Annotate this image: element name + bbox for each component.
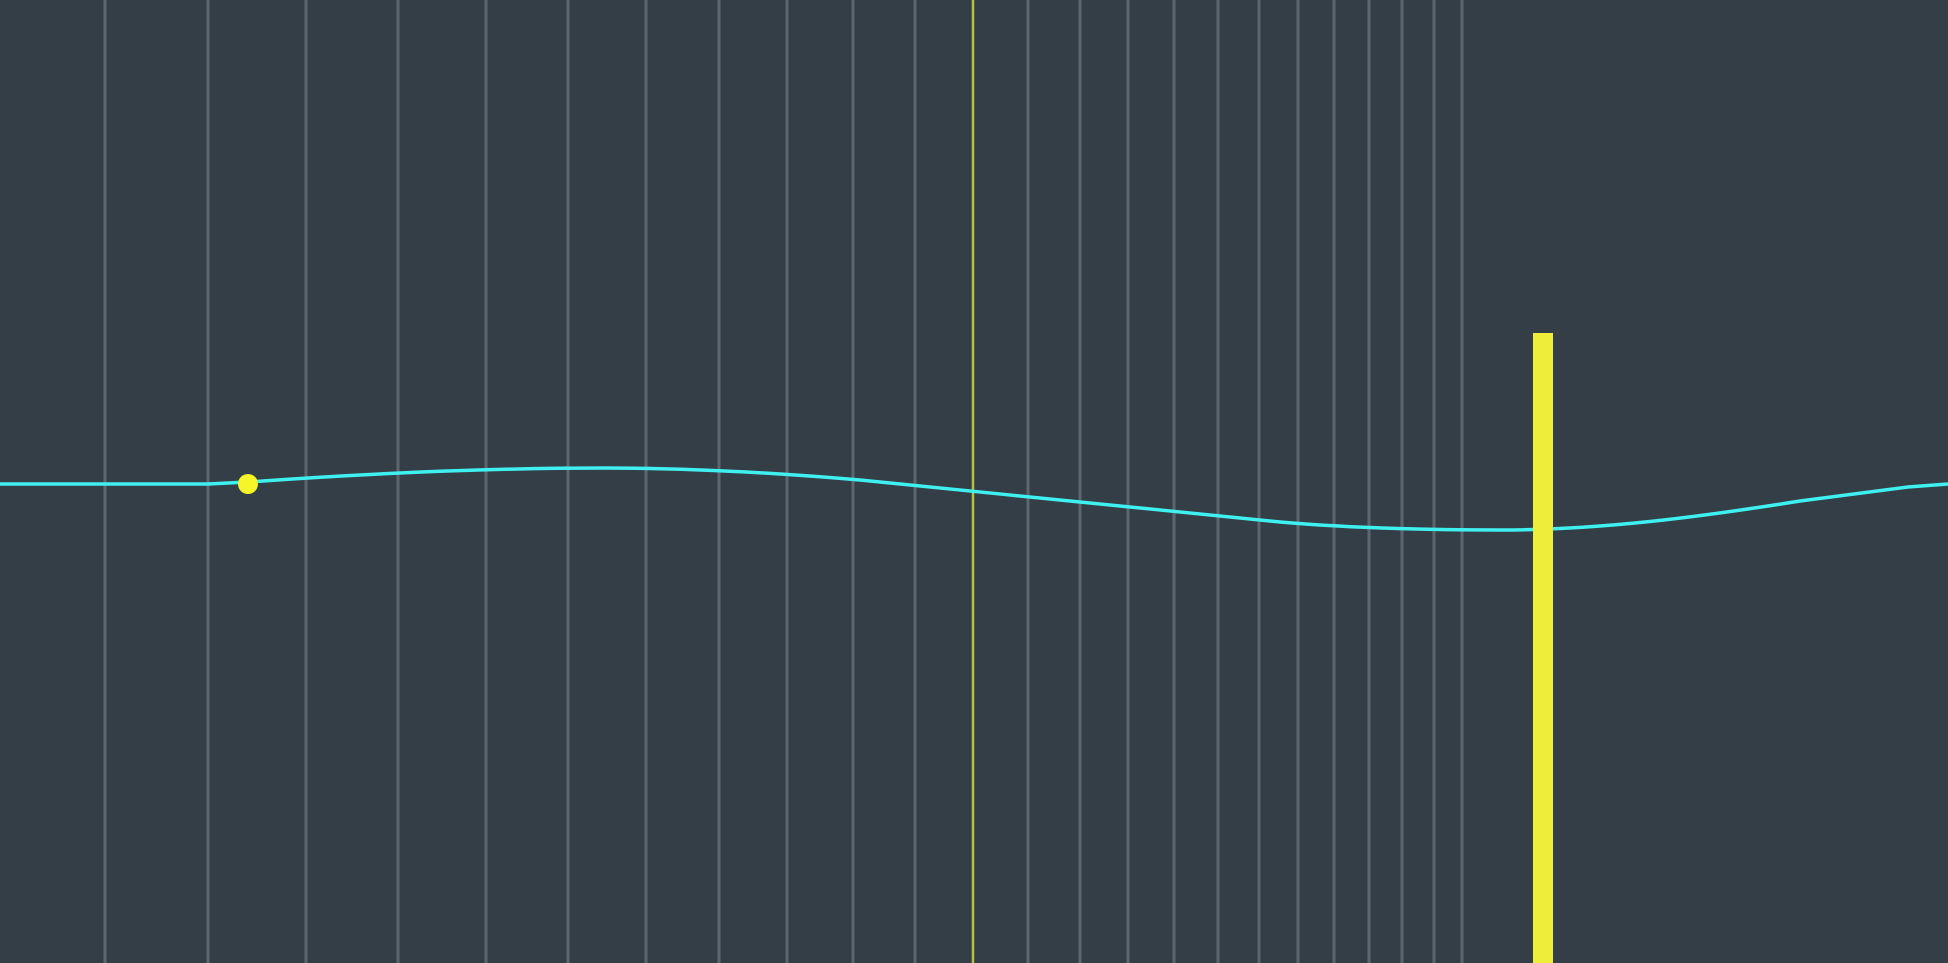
response-curve[interactable] xyxy=(0,466,1948,532)
grid-lines xyxy=(103,0,1464,963)
curve-handle[interactable] xyxy=(238,474,258,494)
playhead-bar[interactable] xyxy=(1533,333,1553,963)
